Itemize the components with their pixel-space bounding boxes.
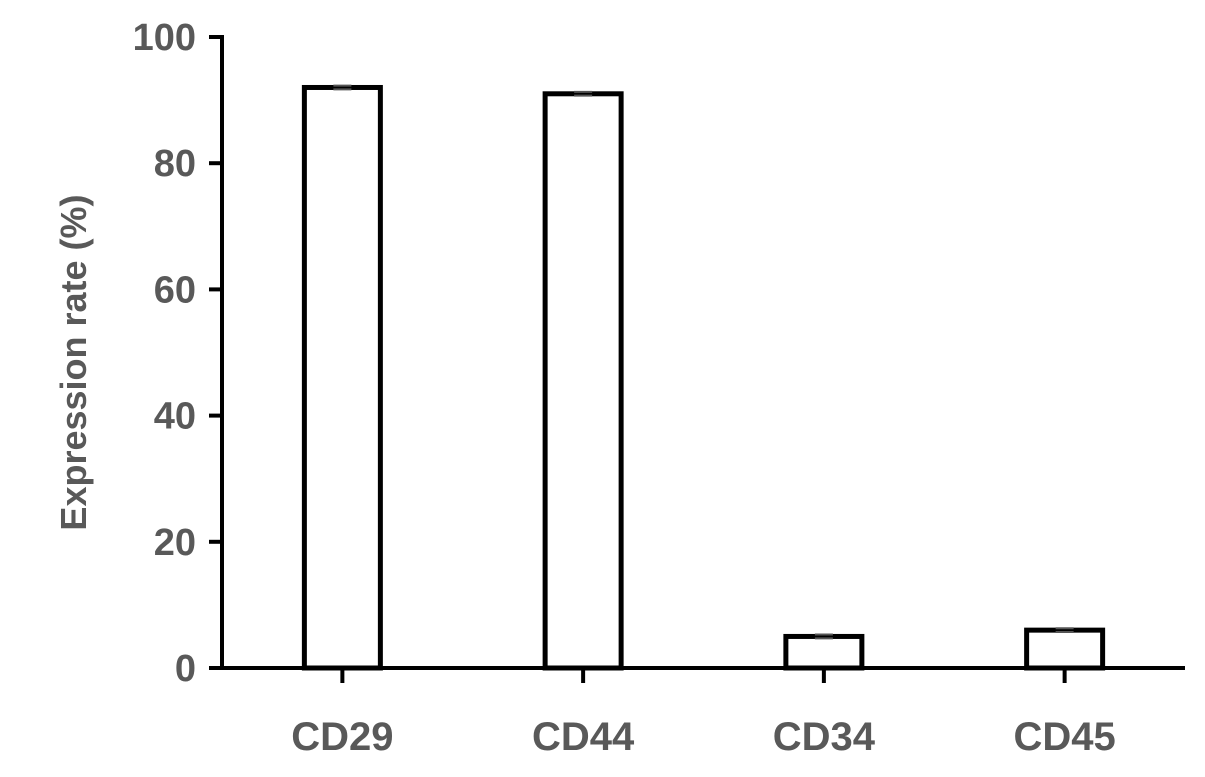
- y-axis-title: Expression rate (%): [53, 194, 94, 530]
- y-tick-label: 0: [175, 648, 196, 690]
- x-axis-ticks: CD29 CD44 CD34 CD45: [291, 668, 1116, 759]
- y-axis-ticks: 0 20 40 60 80 100: [133, 17, 222, 690]
- y-tick-label: 60: [154, 269, 196, 311]
- y-tick-label: 80: [154, 143, 196, 185]
- bar: [542, 91, 624, 671]
- y-tick-label: 20: [154, 522, 196, 564]
- bar: [301, 84, 383, 671]
- bars-group: [301, 84, 1106, 671]
- bar: [783, 633, 865, 671]
- x-category-label: CD34: [773, 715, 876, 759]
- y-tick-label: 100: [133, 17, 196, 59]
- x-category-label: CD44: [532, 715, 635, 759]
- y-tick-label: 40: [154, 396, 196, 438]
- x-category-label: CD45: [1013, 715, 1115, 759]
- bar: [1024, 627, 1106, 671]
- x-category-label: CD29: [291, 715, 393, 759]
